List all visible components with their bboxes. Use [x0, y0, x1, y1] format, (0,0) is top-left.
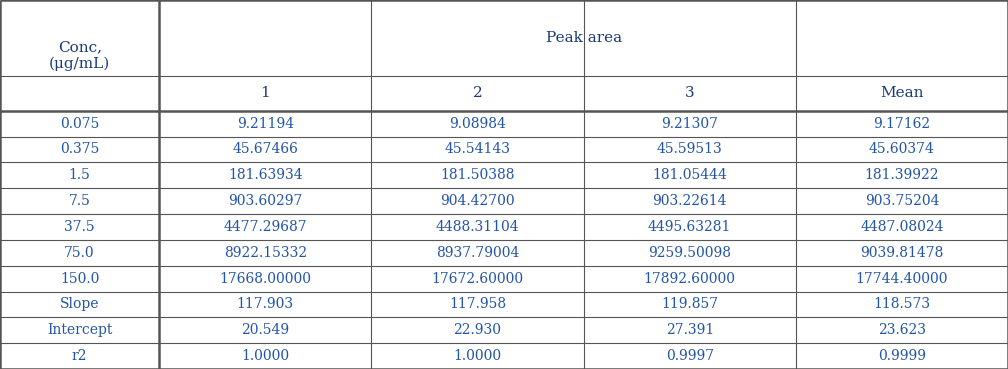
Text: 9.21307: 9.21307: [661, 117, 719, 131]
Text: 118.573: 118.573: [873, 297, 930, 311]
Text: 45.59513: 45.59513: [657, 142, 723, 156]
Text: 4488.31104: 4488.31104: [435, 220, 519, 234]
Text: 1.5: 1.5: [69, 168, 91, 182]
Text: 27.391: 27.391: [665, 323, 714, 337]
Text: 22.930: 22.930: [454, 323, 502, 337]
Text: 20.549: 20.549: [241, 323, 289, 337]
Text: 4487.08024: 4487.08024: [860, 220, 943, 234]
Text: 2: 2: [473, 86, 483, 100]
Text: 17744.40000: 17744.40000: [856, 272, 949, 286]
Text: 0.9999: 0.9999: [878, 349, 926, 363]
Text: 181.63934: 181.63934: [228, 168, 302, 182]
Text: 7.5: 7.5: [69, 194, 91, 208]
Text: 903.22614: 903.22614: [652, 194, 727, 208]
Text: 4477.29687: 4477.29687: [224, 220, 307, 234]
Text: 0.9997: 0.9997: [665, 349, 714, 363]
Text: 23.623: 23.623: [878, 323, 926, 337]
Text: 45.67466: 45.67466: [233, 142, 298, 156]
Text: 181.05444: 181.05444: [652, 168, 727, 182]
Text: 904.42700: 904.42700: [440, 194, 515, 208]
Text: Slope: Slope: [59, 297, 100, 311]
Text: 45.54143: 45.54143: [445, 142, 510, 156]
Text: 119.857: 119.857: [661, 297, 719, 311]
Text: Mean: Mean: [880, 86, 923, 100]
Text: 4495.63281: 4495.63281: [648, 220, 732, 234]
Text: 903.75204: 903.75204: [865, 194, 939, 208]
Text: 0.375: 0.375: [59, 142, 100, 156]
Text: 1.0000: 1.0000: [241, 349, 289, 363]
Text: 17668.00000: 17668.00000: [220, 272, 311, 286]
Text: 9.08984: 9.08984: [450, 117, 506, 131]
Text: 9039.81478: 9039.81478: [860, 246, 943, 260]
Text: 0.075: 0.075: [59, 117, 100, 131]
Text: 9.21194: 9.21194: [237, 117, 294, 131]
Text: 150.0: 150.0: [59, 272, 100, 286]
Text: 17672.60000: 17672.60000: [431, 272, 523, 286]
Text: 3: 3: [684, 86, 695, 100]
Text: 45.60374: 45.60374: [869, 142, 934, 156]
Text: 8937.79004: 8937.79004: [435, 246, 519, 260]
Text: 1: 1: [260, 86, 270, 100]
Text: 9.17162: 9.17162: [873, 117, 930, 131]
Text: 181.39922: 181.39922: [865, 168, 939, 182]
Text: 903.60297: 903.60297: [228, 194, 302, 208]
Text: 75.0: 75.0: [65, 246, 95, 260]
Text: 1.0000: 1.0000: [454, 349, 502, 363]
Text: 9259.50098: 9259.50098: [648, 246, 731, 260]
Text: 37.5: 37.5: [65, 220, 95, 234]
Text: Peak area: Peak area: [545, 31, 622, 45]
Text: Conc,
(μg/mL): Conc, (μg/mL): [49, 40, 110, 71]
Text: 8922.15332: 8922.15332: [224, 246, 306, 260]
Text: 17892.60000: 17892.60000: [644, 272, 736, 286]
Text: Intercept: Intercept: [47, 323, 112, 337]
Text: 117.958: 117.958: [449, 297, 506, 311]
Text: 117.903: 117.903: [237, 297, 294, 311]
Text: 181.50388: 181.50388: [440, 168, 515, 182]
Text: r2: r2: [72, 349, 88, 363]
